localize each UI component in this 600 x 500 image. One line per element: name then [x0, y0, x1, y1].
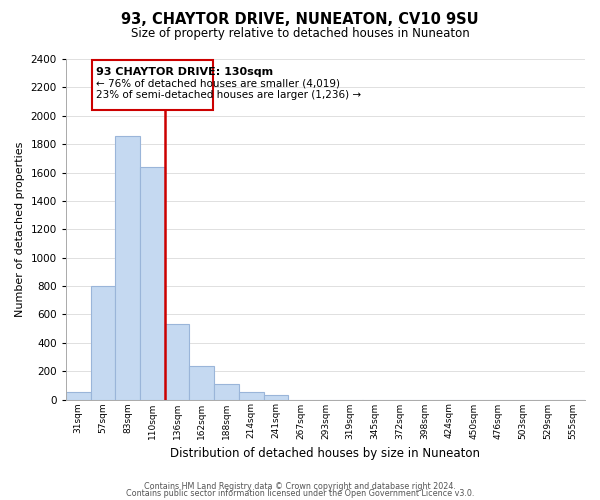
- Bar: [91, 286, 115, 400]
- Text: Contains HM Land Registry data © Crown copyright and database right 2024.: Contains HM Land Registry data © Crown c…: [144, 482, 456, 491]
- Text: 93, CHAYTOR DRIVE, NUNEATON, CV10 9SU: 93, CHAYTOR DRIVE, NUNEATON, CV10 9SU: [121, 12, 479, 28]
- Bar: [140, 167, 165, 400]
- Bar: [115, 136, 140, 400]
- Bar: [190, 366, 214, 400]
- Text: ← 76% of detached houses are smaller (4,019): ← 76% of detached houses are smaller (4,…: [95, 79, 340, 89]
- Text: 23% of semi-detached houses are larger (1,236) →: 23% of semi-detached houses are larger (…: [95, 90, 361, 100]
- Bar: [214, 384, 239, 400]
- Text: Contains public sector information licensed under the Open Government Licence v3: Contains public sector information licen…: [126, 489, 474, 498]
- Bar: [165, 324, 190, 400]
- Text: 93 CHAYTOR DRIVE: 130sqm: 93 CHAYTOR DRIVE: 130sqm: [95, 67, 272, 77]
- Bar: [66, 392, 91, 400]
- X-axis label: Distribution of detached houses by size in Nuneaton: Distribution of detached houses by size …: [170, 447, 481, 460]
- Bar: [92, 60, 213, 110]
- Bar: [263, 396, 289, 400]
- Bar: [239, 392, 263, 400]
- Y-axis label: Number of detached properties: Number of detached properties: [15, 142, 25, 317]
- Text: Size of property relative to detached houses in Nuneaton: Size of property relative to detached ho…: [131, 28, 469, 40]
